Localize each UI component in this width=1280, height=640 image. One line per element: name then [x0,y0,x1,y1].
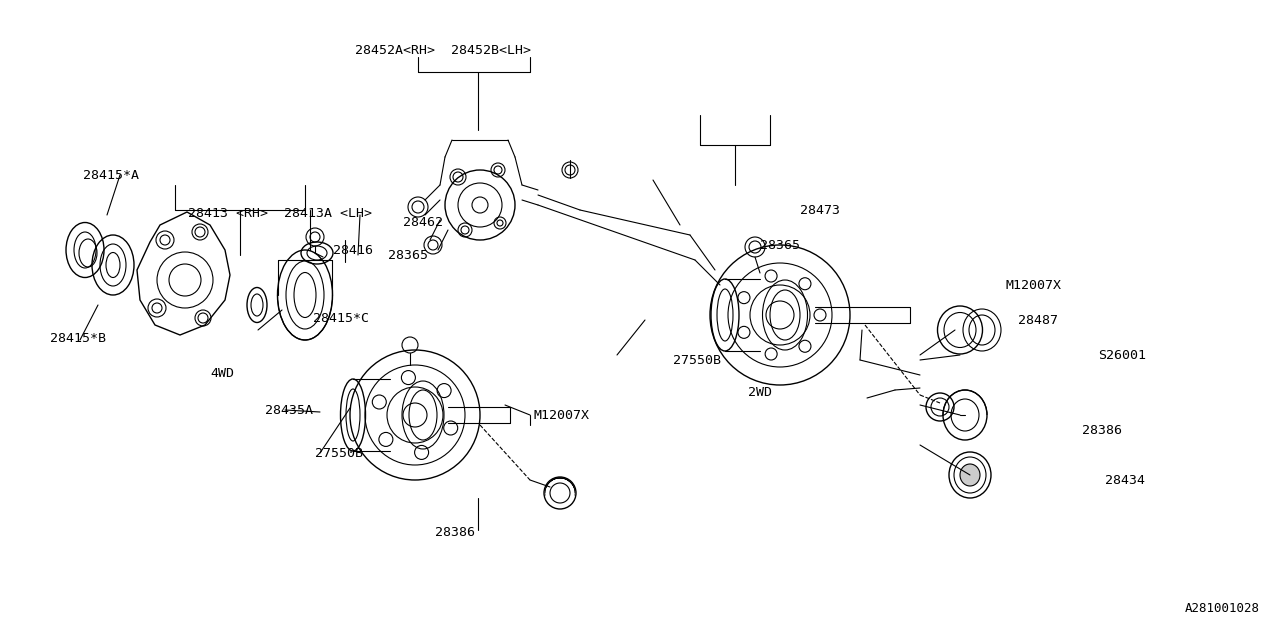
Text: 4WD: 4WD [210,367,234,380]
Text: 27550B: 27550B [315,447,364,460]
Text: 28462: 28462 [403,216,443,228]
Text: 28487: 28487 [1018,314,1059,326]
Ellipse shape [960,464,980,486]
Text: 28452A<RH>  28452B<LH>: 28452A<RH> 28452B<LH> [355,44,531,56]
Text: 28365: 28365 [760,239,800,252]
Text: 28386: 28386 [435,525,475,538]
Text: 28434: 28434 [1105,474,1146,486]
Text: 28415*A: 28415*A [83,168,140,182]
Text: 28435A: 28435A [265,403,314,417]
Text: M12007X: M12007X [1005,278,1061,291]
Text: 28365: 28365 [388,248,428,262]
Text: 2WD: 2WD [748,385,772,399]
Text: 28415*C: 28415*C [314,312,369,324]
Text: 28386: 28386 [1082,424,1123,436]
Text: 27550B: 27550B [673,353,721,367]
Text: M12007X: M12007X [532,408,589,422]
Text: 28416: 28416 [333,243,372,257]
Text: S26001: S26001 [1098,349,1146,362]
Text: 28413 <RH>  28413A <LH>: 28413 <RH> 28413A <LH> [188,207,372,220]
Text: 28473: 28473 [800,204,840,216]
Text: 28415*B: 28415*B [50,332,106,344]
Text: A281001028: A281001028 [1185,602,1260,615]
Polygon shape [137,212,230,335]
